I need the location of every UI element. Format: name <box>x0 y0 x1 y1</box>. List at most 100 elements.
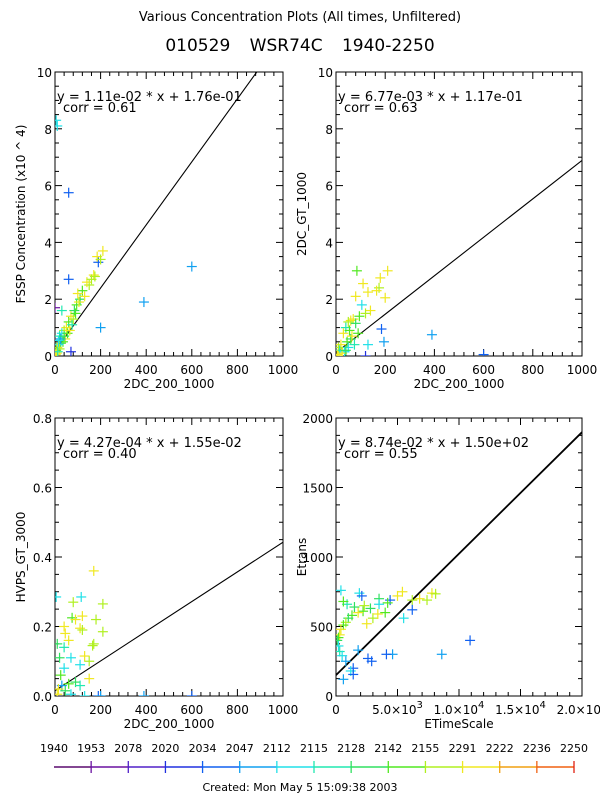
data-point <box>358 278 369 289</box>
figure-subtitle: 010529 WSR74C 1940-2250 <box>165 36 435 56</box>
x-axis-label: 2DC_200_1000 <box>124 717 215 731</box>
data-point <box>97 598 108 609</box>
data-point <box>77 611 88 622</box>
data-point <box>375 272 386 283</box>
data-point <box>336 349 343 356</box>
y-tick-label: 4 <box>325 236 333 250</box>
fit-line <box>55 72 258 352</box>
chart-hvps <box>54 417 284 697</box>
data-point <box>75 680 86 691</box>
data-point <box>367 613 378 624</box>
data-point <box>336 646 345 657</box>
correlation-label: corr = 0.61 <box>63 101 137 116</box>
data-point <box>55 684 64 695</box>
data-point <box>75 623 86 634</box>
data-point <box>56 305 67 316</box>
y-tick-label: 6 <box>44 180 52 194</box>
x-tick-label: 400 <box>423 363 446 377</box>
data-point <box>356 299 367 310</box>
colorbar-label: 2155 <box>411 742 439 755</box>
data-point <box>55 335 64 346</box>
data-point <box>392 590 403 601</box>
data-point <box>55 591 62 602</box>
data-point <box>353 607 364 618</box>
x-axis-label: ETimeScale <box>424 717 493 731</box>
chart-fssp <box>54 71 284 357</box>
x-tick-label: 1.5×104 <box>495 700 546 717</box>
data-point <box>360 308 371 319</box>
data-point <box>63 678 74 689</box>
data-point <box>371 285 382 296</box>
data-point <box>338 620 349 631</box>
data-point <box>65 346 76 356</box>
data-point <box>84 280 95 290</box>
data-point <box>359 600 370 611</box>
fit-line <box>336 159 582 354</box>
data-point <box>350 318 361 329</box>
y-tick-label: 0.2 <box>33 621 52 635</box>
data-point <box>68 314 79 325</box>
x-tick-label: 0 <box>332 363 340 377</box>
x-axis-label: 2DC_200_1000 <box>414 377 505 391</box>
x-tick-label: 400 <box>135 363 158 377</box>
data-point <box>360 351 371 356</box>
data-point <box>336 624 346 635</box>
x-tick-label: 600 <box>472 363 495 377</box>
y-tick-label: 1500 <box>302 482 333 496</box>
data-point <box>374 599 385 610</box>
data-point <box>378 336 389 347</box>
data-point <box>430 588 441 599</box>
data-point <box>350 291 361 302</box>
data-point <box>55 348 62 356</box>
colorbar-label: 2222 <box>486 742 514 755</box>
data-point <box>93 691 104 696</box>
data-point <box>362 339 373 350</box>
data-point <box>336 635 343 646</box>
colorbar-label: 1940 <box>40 742 68 755</box>
y-tick-label: 0.4 <box>33 551 52 565</box>
data-point <box>338 328 349 339</box>
data-point <box>381 649 392 660</box>
data-point <box>365 305 376 316</box>
data-point <box>67 319 78 330</box>
data-point <box>75 659 86 670</box>
data-point <box>88 638 99 649</box>
data-point <box>59 331 70 342</box>
data-point <box>336 351 343 356</box>
data-point <box>88 270 99 281</box>
y-tick-label: 2 <box>44 293 52 307</box>
chart-gt1000 <box>335 71 583 357</box>
fit-equation: y = 4.27e-04 * x + 1.55e-02 <box>57 436 242 451</box>
data-point <box>351 265 362 276</box>
y-axis-label: Etrans <box>295 538 309 576</box>
data-point <box>465 635 476 646</box>
fit-equation: y = 1.11e-02 * x + 1.76e-01 <box>57 90 242 105</box>
colorbar-label: 2034 <box>189 742 217 755</box>
data-point <box>70 308 81 319</box>
data-point <box>79 651 90 662</box>
data-point <box>397 586 408 597</box>
data-point <box>348 669 359 680</box>
y-axis-label: HVPS_GT_3000 <box>14 512 28 603</box>
data-point <box>380 607 391 618</box>
data-point <box>63 274 74 285</box>
x-tick-label: 2.0×104 <box>557 700 600 717</box>
data-point <box>361 618 372 629</box>
data-point <box>88 565 99 576</box>
x-tick-label: 0 <box>332 703 340 717</box>
data-point <box>77 624 88 635</box>
fit-equation: y = 6.77e-03 * x + 1.17e-01 <box>338 90 523 105</box>
y-tick-label: 10 <box>318 66 333 80</box>
data-point <box>414 593 425 604</box>
data-point <box>376 324 387 335</box>
x-tick-base: 1.0×10 <box>434 703 478 717</box>
colorbar-label: 2047 <box>226 742 254 755</box>
data-point <box>340 656 351 667</box>
y-axis-label: FSSP Concentration (x10 ^ 4) <box>14 125 28 304</box>
data-point <box>345 315 356 326</box>
data-point <box>354 311 365 322</box>
data-point <box>422 595 433 606</box>
data-point <box>97 245 108 256</box>
data-point <box>55 115 62 126</box>
data-point <box>372 608 383 619</box>
